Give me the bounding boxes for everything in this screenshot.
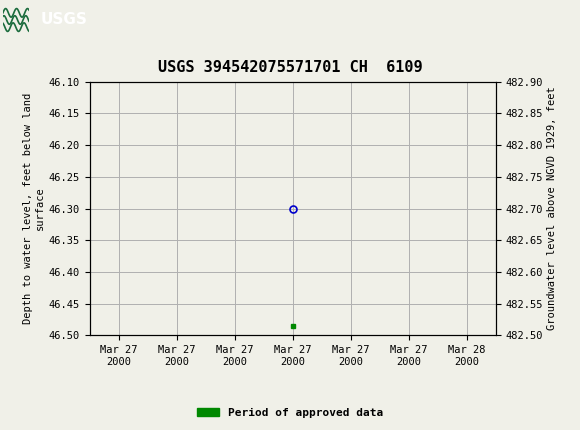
Y-axis label: Depth to water level, feet below land
surface: Depth to water level, feet below land su…: [23, 93, 45, 324]
Y-axis label: Groundwater level above NGVD 1929, feet: Groundwater level above NGVD 1929, feet: [548, 87, 557, 330]
Legend: Period of approved data: Period of approved data: [193, 403, 387, 422]
Text: USGS: USGS: [41, 12, 88, 28]
Text: USGS 394542075571701 CH  6109: USGS 394542075571701 CH 6109: [158, 60, 422, 75]
